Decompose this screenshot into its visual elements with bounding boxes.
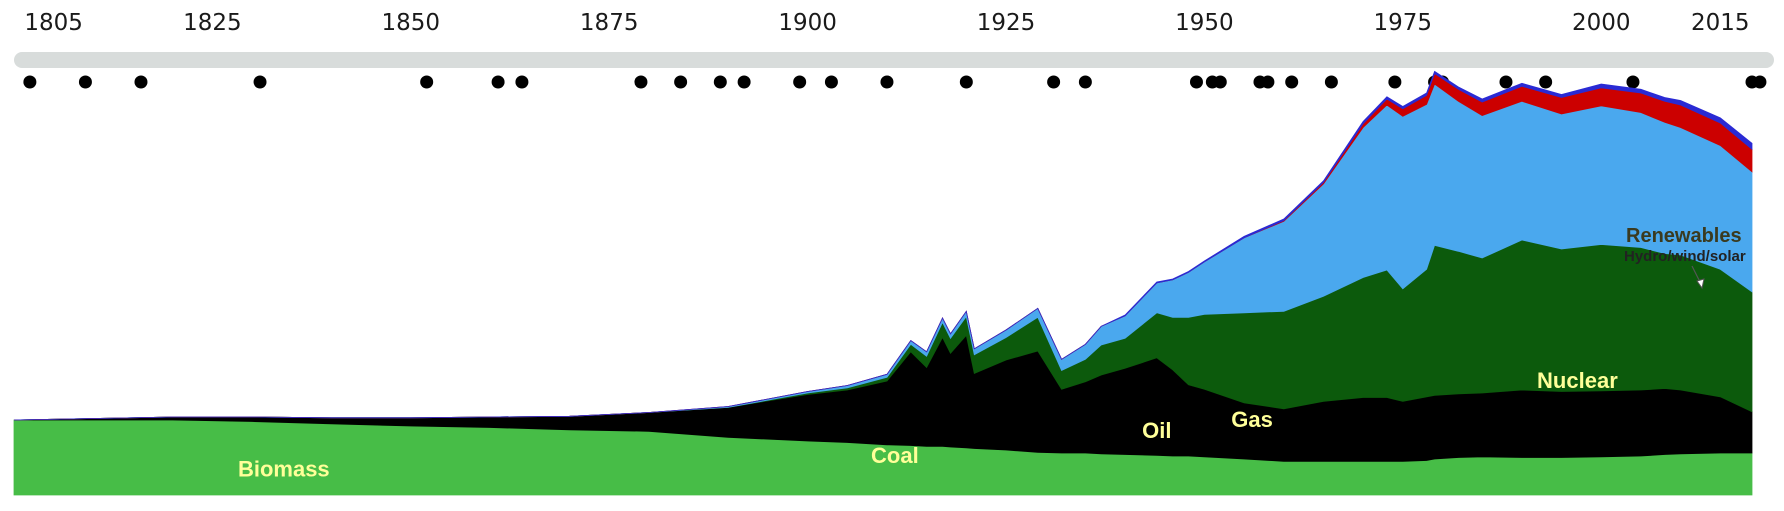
timeline-event-dot[interactable] bbox=[78, 75, 92, 89]
x-tick-label: 1975 bbox=[1374, 10, 1433, 36]
timeline-event-dot[interactable] bbox=[134, 75, 148, 89]
x-tick-label: 1925 bbox=[977, 10, 1036, 36]
timeline-events bbox=[23, 75, 1767, 89]
timeline-event-dot[interactable] bbox=[1213, 75, 1227, 89]
timeline-event-dot[interactable] bbox=[1189, 75, 1203, 89]
timeline-event-dot[interactable] bbox=[253, 75, 267, 89]
x-tick-label: 1950 bbox=[1175, 10, 1234, 36]
series-labels: Biomass Coal Oil Gas Nuclear bbox=[238, 368, 1618, 482]
series-label-biomass: Biomass bbox=[238, 457, 330, 482]
timeline-event-dot[interactable] bbox=[1047, 75, 1061, 89]
area-renewables bbox=[13, 70, 1753, 421]
timeline-event-dot[interactable] bbox=[824, 75, 838, 89]
timeline-event-dot[interactable] bbox=[959, 75, 973, 89]
x-tick-label: 1850 bbox=[382, 10, 441, 36]
x-tick-label: 2000 bbox=[1572, 10, 1631, 36]
timeline-event-dot[interactable] bbox=[420, 75, 434, 89]
x-tick-label: 1825 bbox=[183, 10, 242, 36]
x-tick-label: 1805 bbox=[24, 10, 83, 36]
timeline-event-dot[interactable] bbox=[634, 75, 648, 89]
x-tick-label: 1900 bbox=[778, 10, 837, 36]
annotation-arrow-head bbox=[1696, 278, 1705, 290]
timeline-event-dot[interactable] bbox=[793, 75, 807, 89]
timeline-event-dot[interactable] bbox=[23, 75, 37, 89]
timeline-event-dot[interactable] bbox=[880, 75, 894, 89]
timeline-event-dot[interactable] bbox=[1626, 75, 1640, 89]
series-label-oil: Oil bbox=[1142, 418, 1171, 443]
timeline-event-dot[interactable] bbox=[1261, 75, 1275, 89]
series-label-coal: Coal bbox=[871, 443, 919, 468]
timeline-event-dot[interactable] bbox=[1388, 75, 1402, 89]
annotation-subtitle: Hydro/wind/solar bbox=[1624, 248, 1746, 265]
timeline-event-dot[interactable] bbox=[1539, 75, 1553, 89]
timeline-axis: 1805 1825 1850 1875 1900 1925 1950 1975 2000 2015 bbox=[24, 10, 1749, 36]
timeline-event-dot[interactable] bbox=[713, 75, 727, 89]
x-tick-label: 2015 bbox=[1691, 10, 1750, 36]
timeline-event-dot[interactable] bbox=[1499, 75, 1513, 89]
timeline-event-dot[interactable] bbox=[1753, 75, 1767, 89]
timeline-track[interactable] bbox=[14, 52, 1774, 68]
timeline-event-dot[interactable] bbox=[737, 75, 751, 89]
timeline-event-dot[interactable] bbox=[491, 75, 505, 89]
stacked-areas bbox=[13, 70, 1753, 496]
series-label-nuclear: Nuclear bbox=[1537, 368, 1618, 393]
timeline-event-dot[interactable] bbox=[515, 75, 529, 89]
timeline-event-dot[interactable] bbox=[1285, 75, 1299, 89]
series-label-gas: Gas bbox=[1231, 407, 1273, 432]
x-tick-label: 1875 bbox=[580, 10, 639, 36]
renewables-annotation: Renewables Hydro/wind/solar bbox=[1624, 225, 1746, 290]
timeline-event-dot[interactable] bbox=[1324, 75, 1338, 89]
annotation-title: Renewables bbox=[1626, 225, 1742, 247]
timeline-event-dot[interactable] bbox=[1078, 75, 1092, 89]
timeline-event-dot[interactable] bbox=[674, 75, 688, 89]
